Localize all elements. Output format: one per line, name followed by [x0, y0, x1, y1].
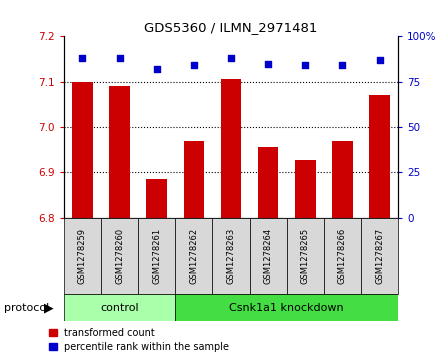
Point: [264, 61, 271, 66]
Text: control: control: [100, 303, 139, 313]
Text: GSM1278262: GSM1278262: [189, 228, 198, 284]
Text: GSM1278266: GSM1278266: [338, 228, 347, 284]
Bar: [64, 294, 175, 321]
Bar: [138, 218, 175, 294]
Text: GSM1278261: GSM1278261: [152, 228, 161, 284]
Bar: [175, 294, 398, 321]
Bar: [370, 95, 390, 218]
Bar: [175, 218, 213, 294]
Point: [376, 57, 383, 63]
Bar: [324, 218, 361, 294]
Text: GSM1278267: GSM1278267: [375, 228, 384, 284]
Point: [116, 55, 123, 61]
Bar: [249, 218, 287, 294]
Point: [79, 55, 86, 61]
Point: [227, 55, 235, 61]
Bar: [287, 218, 324, 294]
Bar: [183, 141, 204, 218]
Bar: [361, 218, 398, 294]
Text: ▶: ▶: [44, 301, 54, 314]
Text: protocol: protocol: [4, 303, 50, 313]
Bar: [221, 79, 241, 218]
Text: Csnk1a1 knockdown: Csnk1a1 knockdown: [229, 303, 344, 313]
Bar: [332, 141, 353, 218]
Text: GSM1278265: GSM1278265: [301, 228, 310, 284]
Text: GSM1278263: GSM1278263: [227, 228, 235, 284]
Bar: [101, 218, 138, 294]
Bar: [72, 82, 92, 218]
Bar: [109, 86, 130, 218]
Bar: [295, 160, 315, 218]
Point: [339, 62, 346, 68]
Text: GSM1278264: GSM1278264: [264, 228, 273, 284]
Legend: transformed count, percentile rank within the sample: transformed count, percentile rank withi…: [49, 328, 229, 352]
Bar: [213, 218, 249, 294]
Title: GDS5360 / ILMN_2971481: GDS5360 / ILMN_2971481: [144, 21, 318, 34]
Text: GSM1278259: GSM1278259: [78, 228, 87, 284]
Point: [302, 62, 309, 68]
Point: [153, 66, 160, 72]
Bar: [258, 147, 279, 218]
Text: GSM1278260: GSM1278260: [115, 228, 124, 284]
Bar: [64, 218, 101, 294]
Point: [191, 62, 198, 68]
Bar: [147, 179, 167, 218]
